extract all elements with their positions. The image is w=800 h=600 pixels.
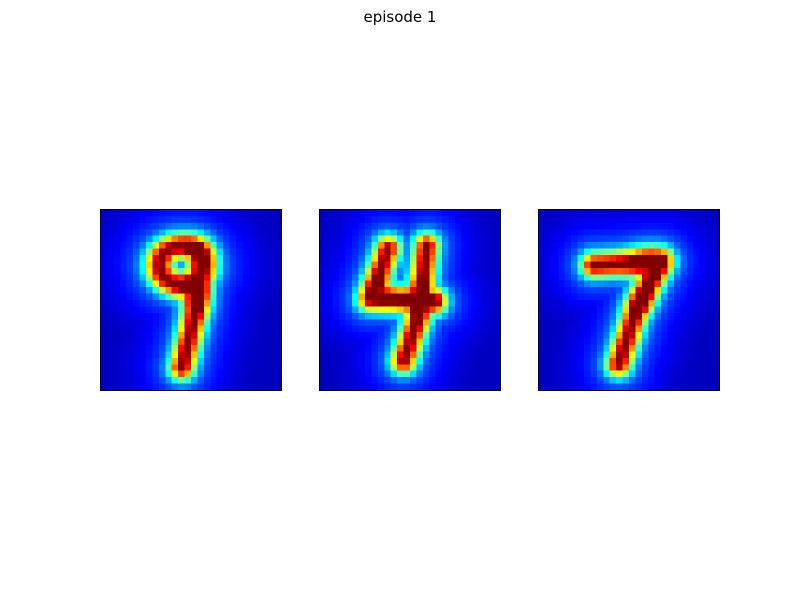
heatmap-panel-digit-7 [538,209,720,391]
digit-7-heatmap [539,210,719,390]
digit-4-heatmap [320,210,500,390]
heatmap-panel-digit-4 [319,209,501,391]
heatmap-panel-digit-9 [100,209,282,391]
figure-title: episode 1 [363,8,437,26]
digit-9-heatmap [101,210,281,390]
